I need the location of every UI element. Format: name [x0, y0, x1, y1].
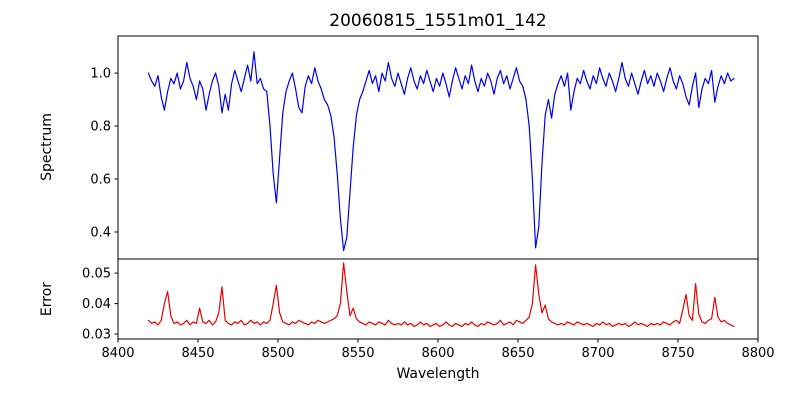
error-y-tick-label: 0.05 [82, 267, 111, 282]
x-tick-label: 8450 [181, 346, 214, 361]
error-y-tick-label: 0.04 [82, 297, 111, 312]
x-tick-label: 8600 [421, 346, 454, 361]
x-tick-label: 8550 [341, 346, 374, 361]
error-y-tick-label: 0.03 [82, 328, 111, 343]
spectrum-y-tick-label: 0.8 [90, 120, 111, 135]
chart-title: 20060815_1551m01_142 [329, 11, 547, 31]
x-tick-label: 8700 [581, 346, 614, 361]
spectrum-y-tick-label: 1.0 [90, 67, 111, 82]
x-tick-label: 8750 [661, 346, 694, 361]
x-axis-label: Wavelength [396, 366, 480, 382]
error-axes-box [117, 258, 759, 340]
x-tick-label: 8800 [741, 346, 774, 361]
spectrum-y-tick-label: 0.4 [90, 225, 111, 240]
spectrum-y-tick-label: 0.6 [90, 173, 111, 188]
x-tick-label: 8650 [501, 346, 534, 361]
spectrum-axes-box [117, 35, 759, 260]
error-line [147, 262, 735, 328]
spectrum-line [147, 51, 735, 252]
x-tick-label: 8400 [101, 346, 134, 361]
x-tick-label: 8500 [261, 346, 294, 361]
